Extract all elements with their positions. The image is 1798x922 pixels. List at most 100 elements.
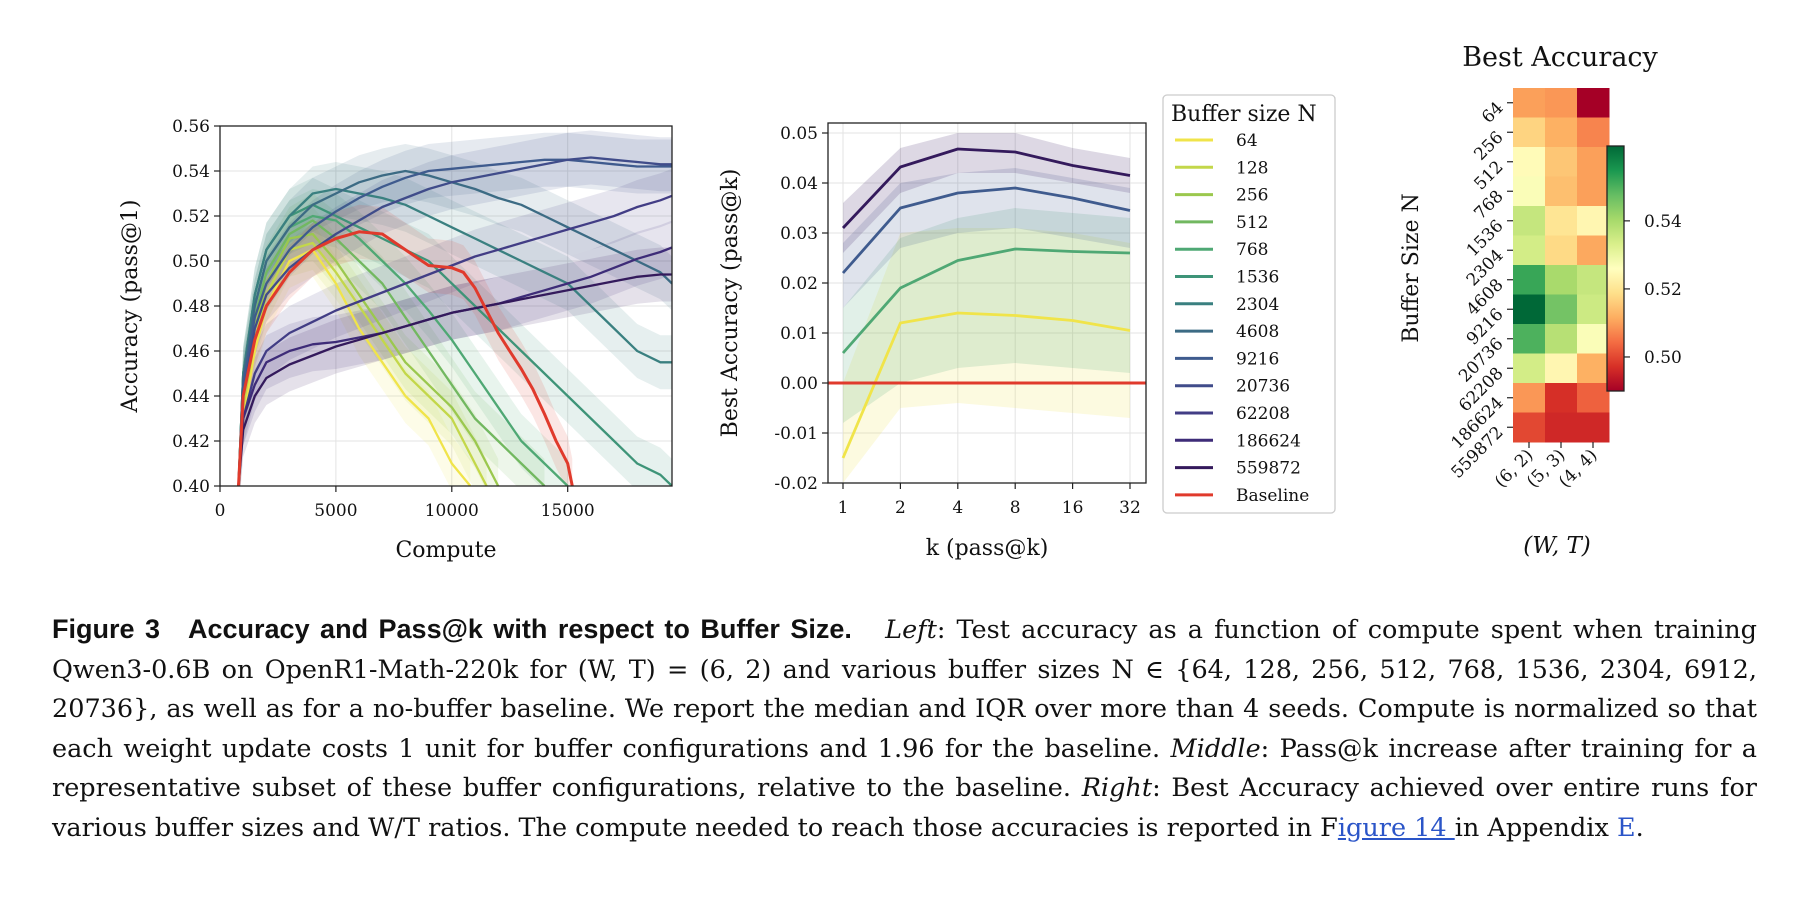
right-heatmap: Best Accuracy 64256512768153623044608921… xyxy=(1399,42,1682,559)
heatmap-cell xyxy=(1513,206,1546,236)
heatmap-cell xyxy=(1577,383,1610,413)
caption-left-label: Left xyxy=(885,615,937,645)
heatmap-cell xyxy=(1513,412,1546,443)
heatmap-cell xyxy=(1577,176,1610,207)
middle-ytick-label: 0.03 xyxy=(780,224,818,244)
left-chart: 0.40 0.42 0.44 0.46 0.48 0.50 0.52 0.54 0.56 0 500… xyxy=(118,117,673,563)
caption-after-link: in Appendix xyxy=(1454,812,1617,843)
middle-ytick-label: 0.02 xyxy=(780,274,818,294)
heatmap-cell xyxy=(1545,324,1578,354)
left-series-9216 xyxy=(237,158,672,486)
left-ytick-label: 0.40 xyxy=(172,477,210,497)
legend-label-Baseline: Baseline xyxy=(1236,486,1309,506)
middle-series-559872 xyxy=(841,147,1131,229)
heatmap-cell xyxy=(1545,147,1578,177)
middle-ytick-label: 0.05 xyxy=(780,124,818,144)
middle-ytick-label: -0.01 xyxy=(774,424,818,444)
heatmap-ytick-label: 256 xyxy=(1470,128,1507,165)
left-ytick-label: 0.52 xyxy=(172,207,210,227)
legend-label-20736: 20736 xyxy=(1236,377,1290,397)
heatmap-cell xyxy=(1545,353,1578,384)
middle-chart: -0.02 -0.01 0.00 0.01 0.02 0.03 0.04 0.05 1 2 4 8 16… xyxy=(718,94,1336,561)
heatmap-cell xyxy=(1513,383,1546,413)
heatmap-cell xyxy=(1577,206,1610,236)
colorbar-tick-label: 0.50 xyxy=(1644,348,1682,368)
left-series-4608 xyxy=(237,169,672,486)
legend-label-2304: 2304 xyxy=(1236,295,1279,315)
legend-label-4608: 4608 xyxy=(1236,322,1279,342)
left-series-2304 xyxy=(237,187,672,486)
middle-xtick-label: 16 xyxy=(1062,498,1084,518)
left-series-559872 xyxy=(237,273,672,486)
appendix-link[interactable]: E xyxy=(1616,812,1636,843)
left-iqr-band-1536 xyxy=(238,177,672,486)
left-xtick-label: 15000 xyxy=(541,501,595,521)
middle-iqr-band-64 xyxy=(843,228,1130,483)
heatmap-cell xyxy=(1545,235,1578,266)
caption-title: Accuracy and Pass@k with respect to Buff… xyxy=(188,614,852,644)
heatmap-cell xyxy=(1545,412,1578,443)
left-iqr-band-512 xyxy=(238,193,545,486)
legend-label-62208: 62208 xyxy=(1236,404,1290,424)
left-ytick-label: 0.48 xyxy=(172,297,210,317)
heatmap-ytick-label: 768 xyxy=(1470,187,1507,224)
legend-label-186624: 186624 xyxy=(1236,431,1301,451)
left-iqr-band-559872 xyxy=(238,247,672,486)
heatmap-cell xyxy=(1577,412,1610,443)
left-series-62208 xyxy=(237,194,672,486)
legend-label-512: 512 xyxy=(1236,213,1268,233)
legend-label-768: 768 xyxy=(1236,240,1268,260)
heatmap-cell xyxy=(1545,88,1578,118)
heatmap-cell xyxy=(1513,235,1546,266)
left-xtick-label: 5000 xyxy=(314,501,357,521)
legend-title: Buffer size N xyxy=(1171,102,1317,127)
heatmap-cell xyxy=(1513,265,1546,295)
caption-right-text: : Best Accuracy achieved over entire run… xyxy=(52,773,1757,843)
middle-xlabel: k (pass@k) xyxy=(926,536,1049,561)
legend-box xyxy=(1162,94,1336,514)
left-ytick-label: 0.54 xyxy=(172,162,210,182)
legend-label-64: 64 xyxy=(1236,131,1258,151)
heatmap-cell xyxy=(1577,353,1610,384)
middle-ylabel: Best Accuracy (pass@k) xyxy=(718,169,743,438)
middle-xtick-label: 1 xyxy=(838,498,849,518)
left-xlabel: Compute xyxy=(395,538,496,563)
left-ytick-label: 0.44 xyxy=(172,387,210,407)
caption-label: Figure 3 xyxy=(52,614,160,644)
heatmap-cell xyxy=(1577,117,1610,148)
caption-left-text: : Test accuracy as a function of compute… xyxy=(52,615,1757,764)
colorbar xyxy=(1606,145,1625,392)
heatmap-cell xyxy=(1513,353,1546,384)
heatmap-cell xyxy=(1513,324,1546,354)
heatmap-cell xyxy=(1577,294,1610,325)
left-iqr-band-256 xyxy=(238,207,499,486)
middle-ytick-label: 0.00 xyxy=(780,374,818,394)
left-xtick-label: 10000 xyxy=(425,501,479,521)
figure-14-link[interactable]: igure 14 xyxy=(1337,812,1455,843)
heatmap-cell xyxy=(1513,147,1546,177)
heatmap-xlabel: (W, T) xyxy=(1523,533,1591,559)
legend-label-256: 256 xyxy=(1236,186,1268,206)
middle-ytick-label: 0.01 xyxy=(780,324,818,344)
heatmap-cell xyxy=(1545,176,1578,207)
heatmap-ytick-label: 64 xyxy=(1478,98,1507,127)
heatmap-cell xyxy=(1577,324,1610,354)
left-series-64 xyxy=(237,248,472,486)
heatmap-cell xyxy=(1577,147,1610,177)
middle-ytick-label: 0.04 xyxy=(780,174,818,194)
middle-chart-frame xyxy=(827,122,1147,484)
left-ytick-label: 0.56 xyxy=(172,117,210,137)
middle-xtick-label: 32 xyxy=(1119,498,1141,518)
heatmap-cell xyxy=(1513,117,1546,148)
left-ytick-label: 0.42 xyxy=(172,432,210,452)
legend-label-128: 128 xyxy=(1236,158,1268,178)
colorbar-tick-label: 0.52 xyxy=(1644,280,1682,300)
heatmap-cell xyxy=(1545,117,1578,148)
colorbar-tick-label: 0.54 xyxy=(1644,212,1682,232)
legend: Buffer size N 64 128 256 512 768 1536 2304 4608… xyxy=(1162,94,1336,514)
figure-canvas: 0.40 0.42 0.44 0.46 0.48 0.50 0.52 0.54 0.56 0 500… xyxy=(118,42,1682,563)
left-xtick-label: 0 xyxy=(215,501,226,521)
heatmap-cell xyxy=(1513,176,1546,207)
caption-right-label: Right xyxy=(1081,773,1153,803)
left-iqr-band-128 xyxy=(238,216,487,486)
